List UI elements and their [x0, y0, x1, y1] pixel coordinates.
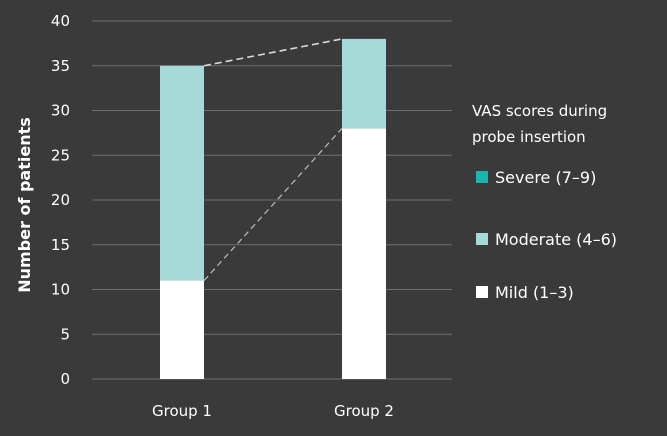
y-tick-label-25: 25 [51, 146, 70, 164]
y-tick-label-5: 5 [60, 325, 70, 343]
connector-mild [203, 127, 343, 281]
x-category-label-2: Group 2 [334, 402, 394, 420]
y-tick-label-10: 10 [51, 281, 70, 299]
legend-title-line-1: VAS scores during [472, 102, 607, 120]
legend-swatch-1 [476, 233, 488, 245]
y-tick-label-35: 35 [51, 57, 70, 75]
legend-label-2: Severe (7–9) [495, 168, 596, 187]
legend-label-1: Moderate (4–6) [495, 230, 617, 249]
bar-1-series-1 [160, 65, 204, 281]
connector-lines [203, 38, 343, 281]
y-tick-label-20: 20 [51, 191, 70, 209]
y-tick-label-15: 15 [51, 236, 70, 254]
legend: VAS scores during probe insertion Severe… [472, 102, 617, 302]
y-tick-label-0: 0 [60, 370, 70, 388]
connector-total [203, 38, 343, 67]
gridlines [92, 20, 452, 380]
y-tick-label-30: 30 [51, 102, 70, 120]
legend-swatch-2 [476, 171, 488, 183]
bar-2-series-0 [342, 128, 386, 379]
legend-swatch-0 [476, 286, 488, 298]
legend-label-0: Mild (1–3) [495, 283, 574, 302]
y-tick-labels: 0 5 10 15 20 25 30 35 40 [51, 12, 70, 388]
x-category-label-1: Group 1 [152, 402, 212, 420]
y-axis-title: Number of patients [15, 117, 34, 293]
x-category-labels: Group 1 Group 2 [152, 402, 394, 420]
legend-title-line-2: probe insertion [472, 128, 586, 146]
bar-2-series-1 [342, 38, 386, 129]
bars [160, 38, 386, 379]
y-tick-label-40: 40 [51, 12, 70, 30]
bar-1-series-0 [160, 280, 204, 379]
